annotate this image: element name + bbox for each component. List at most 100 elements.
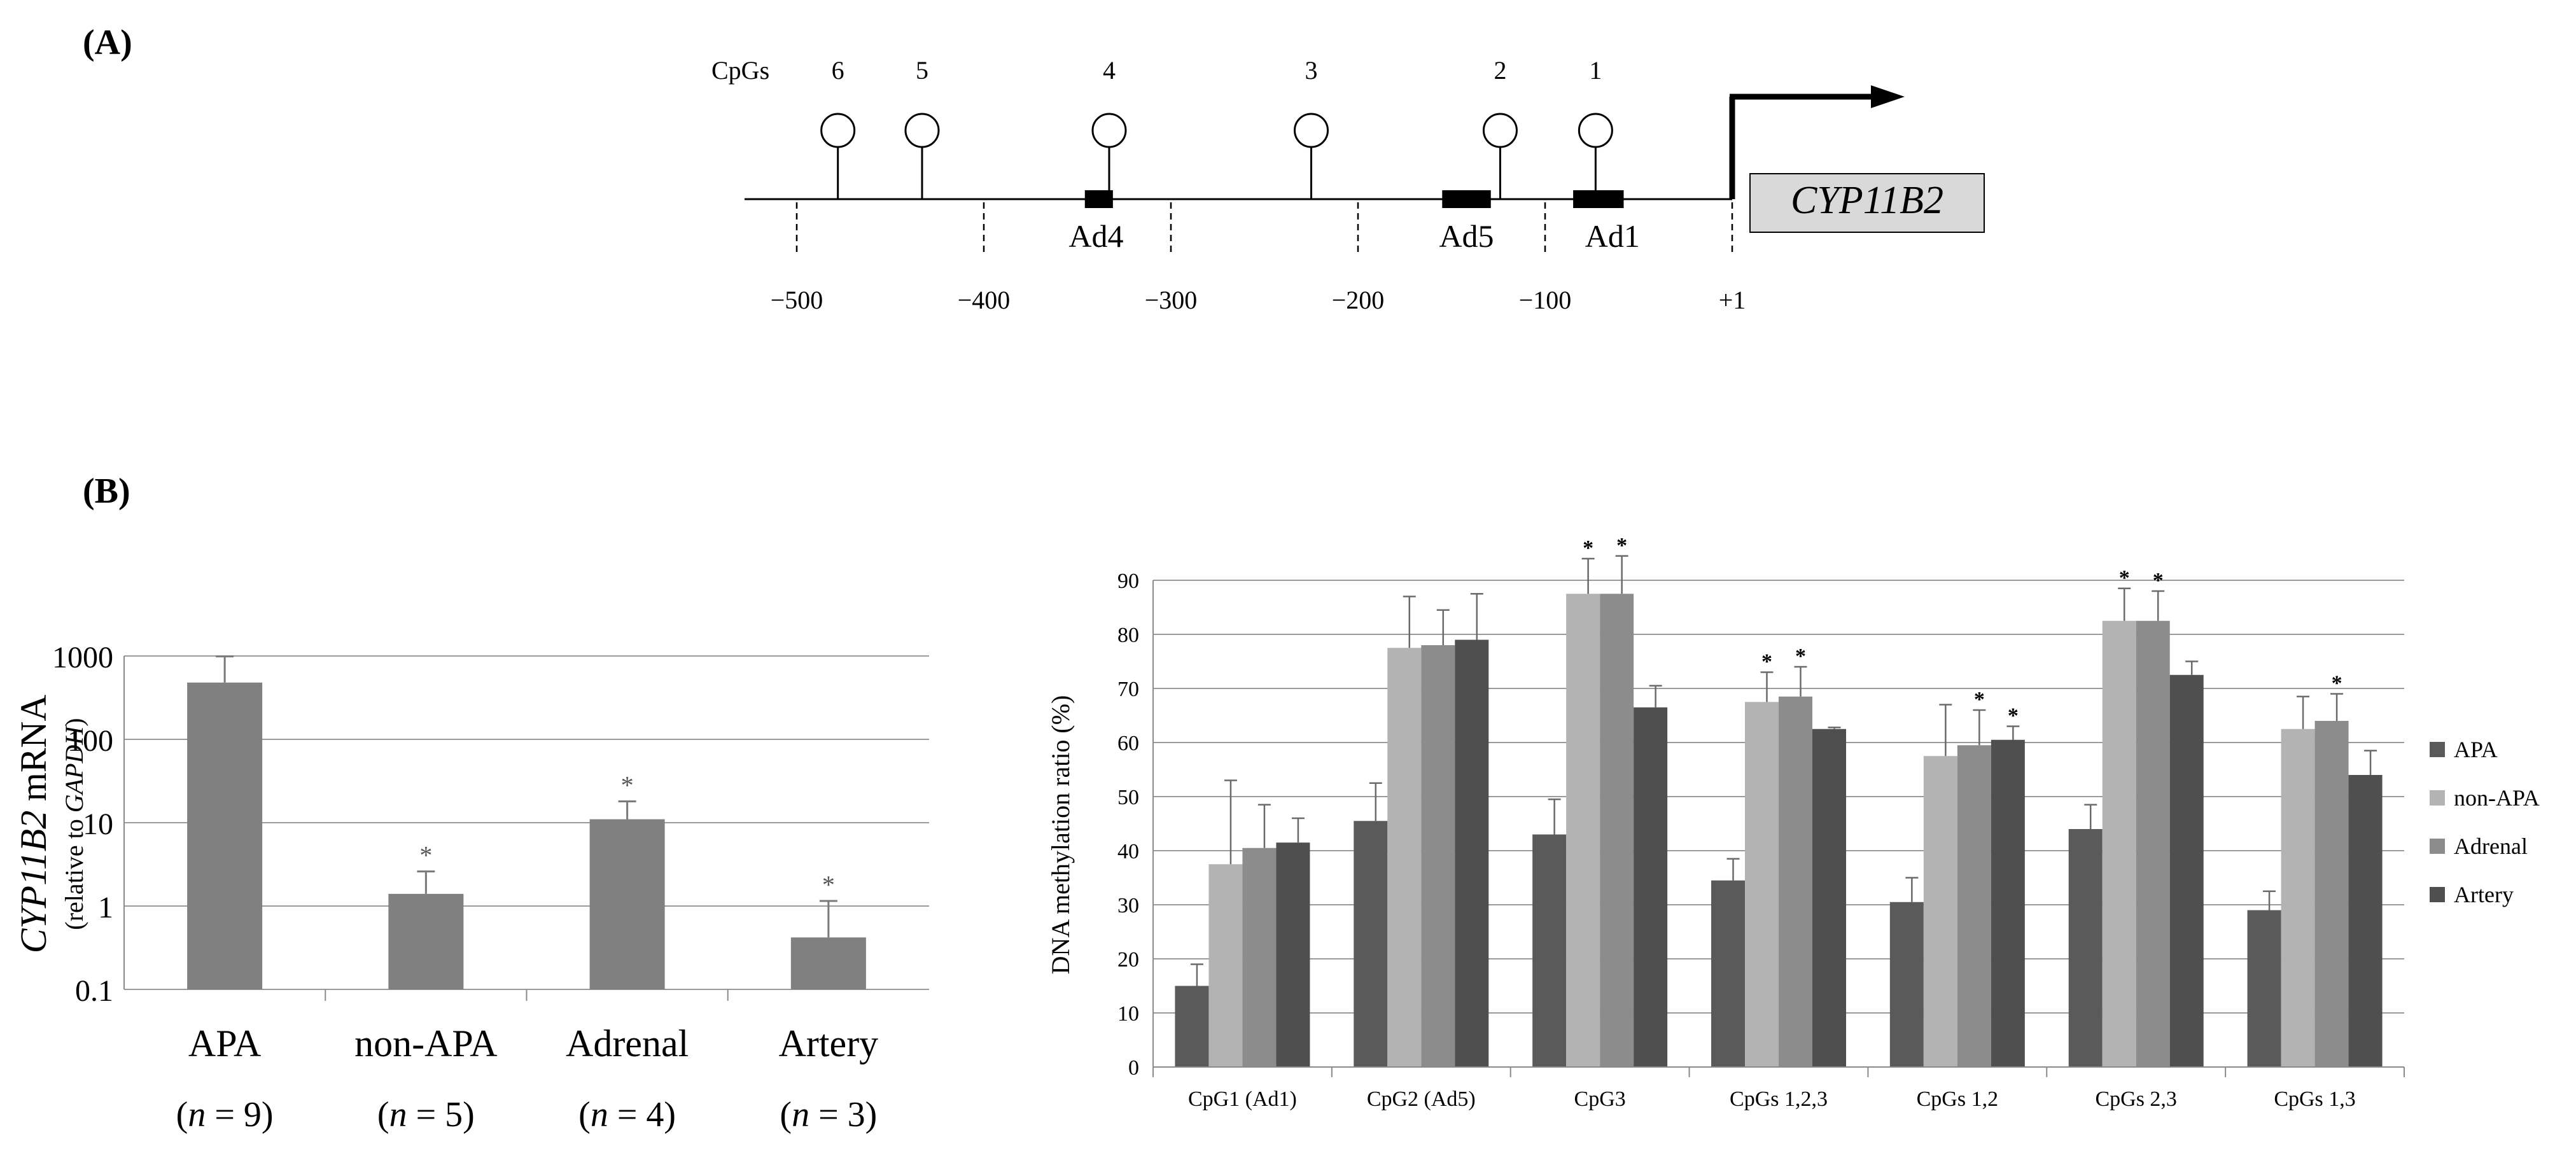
methylation-y-tick-label: 10 (1117, 1002, 1139, 1026)
promoter-diagram: CpGs 6 5 4 3 2 1 Ad4 Ad5 Ad1 −500 −400 −300 −200 −1… (711, 56, 1985, 314)
mrna-y-axis-subtitle-pre: (relative to (60, 813, 88, 930)
binding-site-label: Ad4 (1068, 218, 1123, 254)
methylation-bar (1991, 739, 2025, 1067)
position-label: −300 (1145, 286, 1198, 314)
methylation-y-tick-label: 70 (1117, 678, 1139, 701)
methylation-legend: APA non-APA Adrenal Artery (2430, 737, 2540, 907)
mrna-category-label: non-APA (354, 1022, 498, 1064)
mrna-y-axis-title: CYP11B2 mRNA (13, 695, 54, 954)
methylation-category-label: CpG3 (1574, 1087, 1626, 1111)
position-label: −400 (958, 286, 1011, 314)
methylation-chart: * * * * * * * * * 0 10 20 30 40 50 60 70 80 90 CpG1 (Ad1) C… (1046, 534, 2540, 1111)
cpg-lollipop (1482, 113, 1518, 148)
methylation-y-axis-title: DNA methylation ratio (%) (1046, 695, 1075, 975)
mrna-sample-size: (n = 5) (377, 1095, 475, 1134)
position-label: −100 (1519, 286, 1572, 314)
methylation-bar (1175, 986, 1209, 1067)
methylation-bar (1812, 729, 1846, 1067)
mrna-significance-mark: * (419, 841, 432, 870)
methylation-category-label: CpGs 1,3 (2274, 1087, 2355, 1111)
binding-site (1573, 190, 1624, 208)
tss-arrowhead (1871, 85, 1905, 108)
methylation-category-label: CpGs 2,3 (2095, 1087, 2176, 1111)
methylation-bar (1421, 645, 1455, 1067)
gene-name: CYP11B2 (1791, 179, 1943, 222)
binding-site-label: Ad1 (1585, 218, 1640, 254)
mrna-significance-mark: * (621, 771, 634, 800)
methylation-bar (1889, 902, 1924, 1067)
legend-entry-label: non-APA (2454, 785, 2540, 811)
methylation-bar (2068, 829, 2103, 1067)
mrna-y-tick-label: 100 (67, 724, 113, 758)
methylation-bar (2247, 910, 2281, 1067)
methylation-significance-mark: * (1583, 536, 1593, 560)
mrna-y-tick-label: 0.1 (75, 974, 113, 1008)
legend-swatch (2430, 790, 2445, 806)
mrna-bar (589, 819, 665, 989)
methylation-y-tick-label: 50 (1117, 786, 1139, 809)
methylation-bar (2314, 721, 2349, 1067)
cpg-number: 3 (1305, 56, 1318, 85)
methylation-bar (1745, 702, 1779, 1067)
methylation-bar (1711, 880, 1745, 1067)
position-label: +1 (1719, 286, 1746, 314)
methylation-bar (2281, 729, 2315, 1067)
methylation-significance-mark: * (2008, 704, 2019, 728)
mrna-y-axis-subtitle: (relative to GAPDH) (60, 718, 88, 930)
cpg-lollipop (820, 113, 856, 148)
methylation-category-label: CpGs 1,2 (1917, 1087, 1998, 1111)
methylation-bar (1566, 594, 1600, 1067)
methylation-y-tick-label: 20 (1117, 948, 1139, 972)
position-label: −500 (771, 286, 823, 314)
mrna-chart: * * * 0.1 1 10 100 1000 APA (n = 9) non-APA (n = 5… (13, 641, 929, 1134)
cpg-number: 5 (916, 56, 928, 85)
cpg-lollipop (1294, 113, 1329, 148)
gene-box (1749, 173, 1985, 233)
mrna-category-label: APA (188, 1022, 262, 1064)
cpgs-label: CpGs (711, 56, 769, 85)
mrna-significance-mark: * (822, 870, 835, 899)
methylation-significance-mark: * (1616, 534, 1627, 557)
methylation-bar (1455, 639, 1489, 1067)
legend-entry-label: Adrenal (2454, 834, 2528, 859)
binding-site-label: Ad5 (1439, 218, 1494, 254)
mrna-y-axis-gene: CYP11B2 (13, 811, 54, 954)
methylation-bar (1923, 756, 1957, 1067)
methylation-significance-mark: * (2153, 569, 2164, 592)
mrna-y-axis-unit: mRNA (13, 695, 54, 811)
methylation-bar (2102, 620, 2136, 1067)
methylation-bar (1354, 821, 1388, 1067)
cpg-lollipop (1578, 113, 1613, 148)
mrna-sample-size: (n = 9) (176, 1095, 274, 1134)
mrna-y-tick-label: 1000 (52, 641, 113, 674)
methylation-bar (1242, 848, 1277, 1067)
cpg-lollipop (1091, 113, 1127, 148)
methylation-bar (1387, 648, 1422, 1067)
panel-b-label: (B) (83, 471, 130, 511)
binding-site (1084, 190, 1113, 208)
methylation-bar (1600, 594, 1634, 1067)
mrna-sample-size: (n = 4) (578, 1095, 676, 1134)
methylation-y-tick-label: 90 (1117, 569, 1139, 593)
methylation-bar (1957, 745, 1991, 1067)
methylation-y-tick-label: 40 (1117, 840, 1139, 863)
cpg-number: 1 (1589, 56, 1602, 85)
cpg-number: 2 (1494, 56, 1506, 85)
methylation-y-tick-label: 0 (1128, 1056, 1139, 1080)
mrna-bar (388, 893, 464, 989)
mrna-sample-size: (n = 3) (780, 1095, 877, 1134)
mrna-category-label: Adrenal (566, 1022, 689, 1064)
cpg-number: 4 (1103, 56, 1116, 85)
methylation-bar (1634, 707, 1668, 1067)
legend-entry-label: Artery (2454, 882, 2514, 907)
methylation-category-label: CpG2 (Ad5) (1367, 1087, 1476, 1111)
methylation-bar (2348, 775, 2383, 1067)
mrna-y-axis-subtitle-gene: GAPDH (60, 725, 88, 813)
methylation-significance-mark: * (1974, 688, 1985, 711)
methylation-bar (2136, 620, 2170, 1067)
methylation-significance-mark: * (2119, 566, 2130, 590)
mrna-y-tick-label: 10 (83, 807, 113, 841)
binding-site (1442, 190, 1491, 208)
methylation-y-tick-label: 30 (1117, 894, 1139, 917)
